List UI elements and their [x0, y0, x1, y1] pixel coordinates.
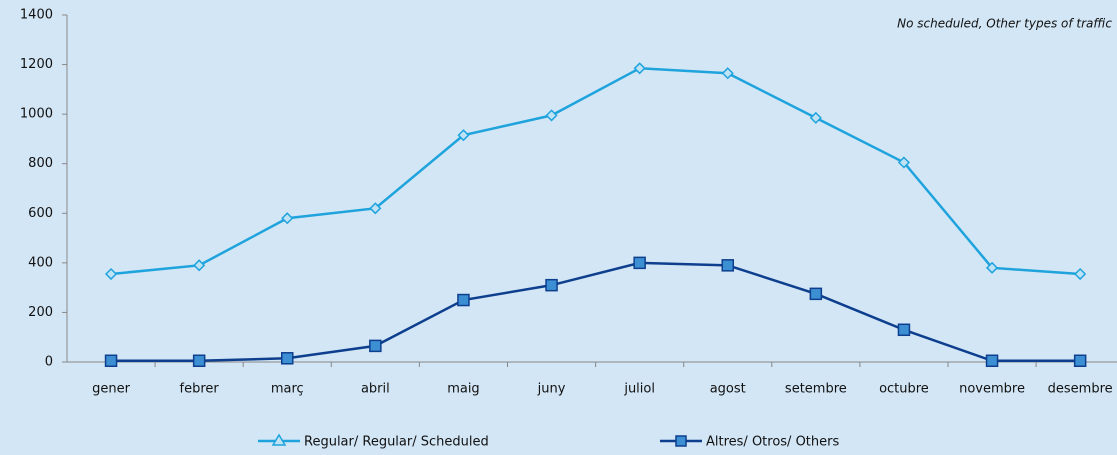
marker [104, 267, 118, 281]
marker [985, 354, 999, 368]
marker [545, 278, 558, 292]
marker [897, 156, 911, 169]
marker [809, 287, 823, 301]
marker [369, 339, 382, 353]
x-tick-label: octubre [879, 382, 929, 397]
marker [721, 67, 734, 80]
x-tick-label: novembre [959, 382, 1025, 397]
marker [545, 109, 558, 122]
x-tick-label: desembre [1048, 382, 1113, 397]
x-tick-label: abril [361, 382, 390, 397]
x-tick-label: febrer [180, 382, 220, 397]
marker [457, 293, 470, 307]
x-tick-label: juny [537, 382, 566, 397]
marker [633, 62, 646, 75]
marker [104, 354, 118, 368]
legend-label: Altres/ Otros/ Others [706, 435, 839, 450]
y-tick-label: 400 [28, 255, 53, 270]
x-tick-label: juliol [623, 382, 655, 397]
marker [192, 354, 206, 368]
y-tick-label: 1000 [20, 107, 53, 122]
series-line [110, 67, 1081, 276]
y-tick-label: 200 [28, 305, 53, 320]
marker [457, 129, 470, 142]
marker [193, 259, 206, 272]
y-tick-label: 1400 [20, 8, 53, 23]
x-tick-label: maig [447, 382, 480, 397]
marker [369, 202, 382, 215]
marker [1074, 267, 1087, 281]
series-line [111, 261, 1081, 363]
legend-label: Regular/ Regular/ Scheduled [304, 435, 489, 450]
marker [281, 352, 294, 365]
marker [633, 256, 646, 270]
legend-marker [271, 433, 287, 446]
y-tick-label: 600 [28, 206, 53, 221]
x-tick-label: març [271, 382, 304, 397]
x-tick-label: agost [710, 382, 746, 397]
y-tick-label: 800 [28, 156, 53, 171]
marker [985, 261, 999, 274]
note: No scheduled, Other types of traffic [897, 17, 1112, 31]
legend-marker [675, 435, 687, 447]
marker [897, 323, 911, 337]
marker [721, 259, 734, 272]
marker [809, 111, 822, 124]
marker [281, 212, 294, 225]
y-tick-label: 1200 [20, 57, 53, 72]
marker [1073, 354, 1087, 368]
y-tick-label: 0 [45, 355, 53, 370]
x-tick-label: setembre [785, 382, 847, 397]
x-tick-label: gener [92, 382, 130, 397]
